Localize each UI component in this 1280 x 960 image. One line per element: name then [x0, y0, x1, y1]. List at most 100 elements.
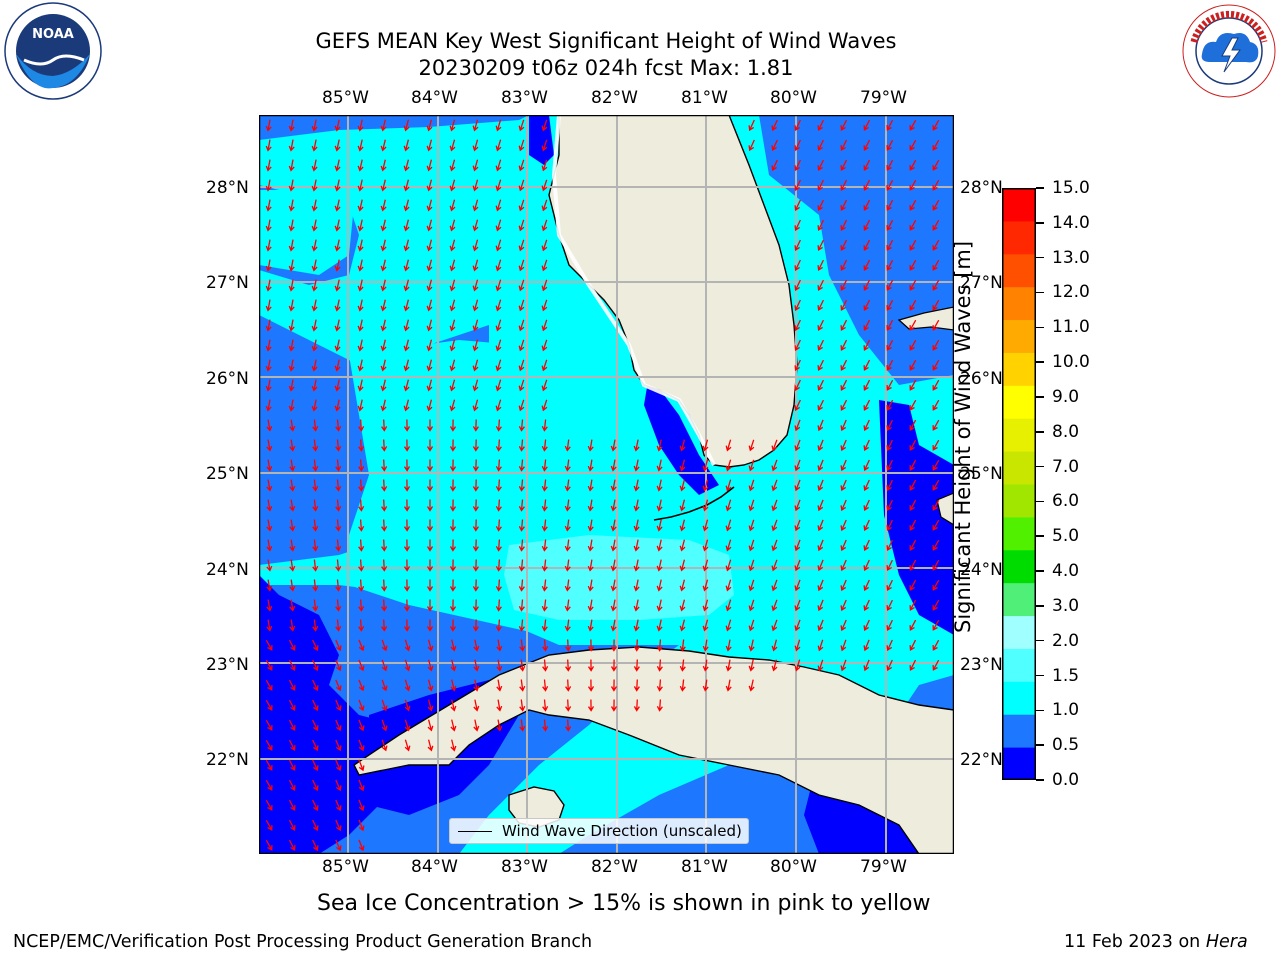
- direction-arrow: [656, 699, 663, 712]
- direction-arrow: [541, 499, 548, 512]
- direction-arrow: [840, 439, 847, 452]
- direction-arrow: [335, 699, 342, 712]
- direction-arrow: [725, 679, 732, 692]
- direction-arrow: [909, 419, 917, 431]
- direction-arrow: [358, 579, 365, 592]
- direction-arrow: [656, 499, 663, 512]
- direction-arrow: [495, 239, 502, 252]
- colorbar-tick-mark: [1036, 465, 1044, 468]
- direction-arrow: [519, 699, 526, 712]
- direction-arrow: [288, 739, 296, 751]
- direction-arrow: [265, 839, 273, 851]
- direction-arrow: [265, 319, 272, 332]
- lat-label-left-26n: 26°N: [206, 369, 249, 389]
- direction-arrow: [265, 739, 273, 751]
- direction-arrow: [542, 699, 549, 712]
- direction-arrow: [495, 459, 502, 472]
- direction-arrow: [725, 519, 732, 532]
- direction-arrow: [334, 339, 341, 352]
- colorbar-frame: [1002, 188, 1036, 780]
- direction-arrow: [403, 299, 410, 312]
- direction-arrow: [495, 339, 502, 352]
- direction-arrow: [426, 439, 434, 452]
- direction-arrow: [311, 159, 318, 172]
- direction-arrow: [610, 439, 617, 452]
- lon-label-bottom-83w: 83°W: [501, 857, 548, 877]
- direction-arrow: [449, 539, 457, 552]
- direction-arrow: [748, 659, 755, 672]
- direction-arrow: [495, 119, 502, 132]
- direction-arrow: [909, 379, 917, 391]
- direction-arrow: [518, 139, 525, 152]
- colorbar-tick-mark: [1036, 291, 1044, 294]
- direction-arrow: [587, 659, 595, 672]
- direction-arrow: [289, 579, 296, 592]
- direction-arrow: [312, 459, 319, 472]
- direction-arrow: [357, 239, 364, 252]
- wave-band-1.0-1.5-west: [259, 190, 354, 275]
- direction-arrow: [265, 719, 273, 731]
- direction-arrow: [403, 319, 410, 332]
- direction-arrow: [335, 759, 342, 772]
- direction-arrow: [426, 279, 433, 292]
- direction-arrow: [817, 279, 824, 292]
- direction-arrow: [357, 119, 364, 132]
- direction-arrow: [656, 599, 663, 612]
- direction-arrow: [541, 399, 548, 412]
- direction-arrow: [725, 439, 732, 452]
- direction-arrow: [335, 519, 342, 532]
- direction-arrow: [565, 659, 572, 672]
- direction-arrow: [335, 559, 342, 572]
- direction-arrow: [909, 439, 917, 451]
- direction-arrow: [403, 479, 411, 492]
- direction-arrow: [610, 539, 617, 552]
- direction-arrow: [541, 619, 548, 632]
- direction-arrow: [794, 119, 801, 132]
- direction-arrow: [449, 439, 457, 452]
- direction-arrow: [496, 679, 503, 692]
- colorbar-tick-mark: [1036, 396, 1044, 398]
- direction-arrow: [794, 659, 801, 672]
- direction-arrow: [472, 339, 479, 352]
- direction-arrow: [932, 539, 940, 551]
- direction-arrow: [541, 319, 548, 332]
- map-legend: Wind Wave Direction (unscaled): [449, 818, 749, 844]
- direction-arrow: [886, 199, 894, 211]
- direction-arrow: [380, 359, 387, 372]
- direction-arrow: [610, 699, 618, 712]
- direction-arrow: [472, 479, 479, 492]
- direction-arrow: [265, 659, 273, 671]
- legend-label: Wind Wave Direction (unscaled): [502, 822, 742, 840]
- direction-arrow: [541, 139, 548, 152]
- direction-arrow: [403, 579, 411, 592]
- florida-land: [548, 115, 798, 468]
- direction-arrow: [656, 459, 663, 472]
- direction-arrow: [449, 579, 457, 592]
- direction-arrow: [311, 219, 318, 232]
- direction-arrow: [495, 499, 502, 512]
- direction-arrow: [449, 139, 456, 152]
- direction-arrow: [288, 779, 296, 791]
- direction-arrow: [679, 639, 686, 652]
- noaa-logo: NOAA: [4, 2, 102, 100]
- direction-arrow: [472, 379, 479, 392]
- direction-arrow: [472, 439, 479, 452]
- direction-arrow: [725, 579, 732, 592]
- direction-arrow: [817, 579, 824, 592]
- direction-arrow: [840, 259, 848, 271]
- direction-arrow: [840, 619, 847, 632]
- direction-arrow: [541, 459, 548, 472]
- direction-arrow: [863, 179, 871, 191]
- direction-arrow: [633, 619, 640, 632]
- direction-arrow: [840, 199, 848, 211]
- direction-arrow: [495, 539, 502, 552]
- direction-arrow: [495, 259, 502, 272]
- direction-arrow: [495, 419, 502, 432]
- direction-arrow: [518, 379, 525, 392]
- direction-arrow: [449, 119, 456, 132]
- direction-arrow: [495, 439, 502, 452]
- direction-arrow: [518, 259, 525, 272]
- direction-arrow: [909, 219, 917, 231]
- direction-arrow: [312, 799, 319, 812]
- direction-arrow: [380, 399, 387, 412]
